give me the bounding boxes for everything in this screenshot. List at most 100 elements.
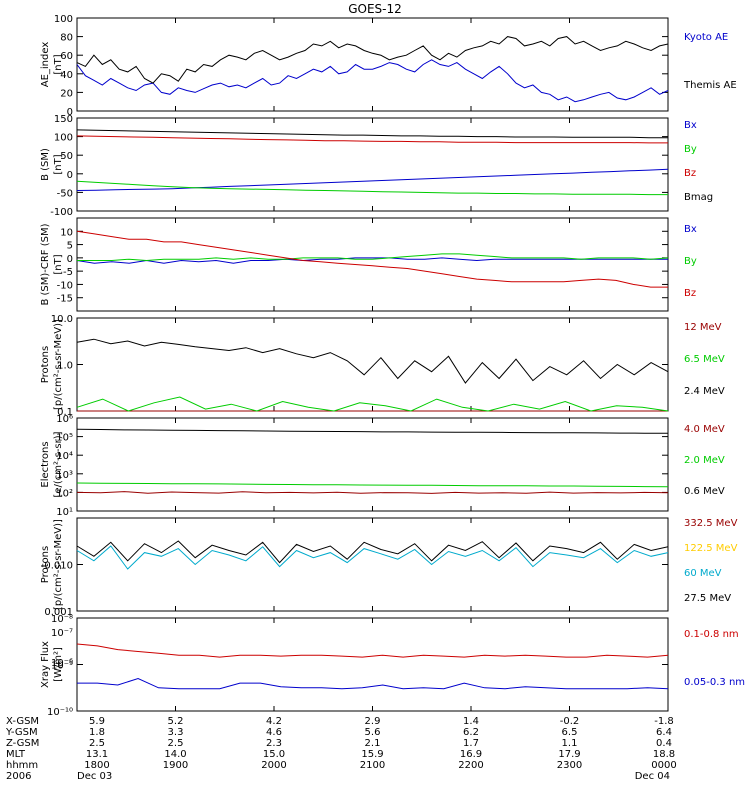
series-line-0-6-mev — [76, 428, 669, 434]
series-line-bmag — [76, 129, 668, 139]
bottom-value: 2.5 — [89, 738, 105, 749]
y-tick-label: 80 — [60, 33, 73, 44]
panel-frame — [76, 517, 669, 612]
bottom-value: 1.7 — [463, 738, 479, 749]
legend-bdiff-1: By — [684, 256, 697, 267]
bottom-value: Dec 04 — [635, 771, 670, 782]
y-tick-label: 40 — [60, 70, 73, 81]
series-line-6-5-mev — [76, 396, 669, 412]
legend-ae-0: Kyoto AE — [684, 32, 728, 43]
series-line-bz — [76, 135, 668, 144]
y-axis-label: AE_index — [40, 42, 51, 88]
bottom-value: 2.9 — [365, 716, 381, 727]
legend-protons_low-0: 12 MeV — [684, 322, 722, 333]
panel-bdiff: -15 -10 -5 0 5 10 B (SM)-CRF (SM) [nT] Bx By Bz — [40, 217, 697, 312]
series-line-by — [77, 253, 669, 262]
bottom-value: 2.5 — [168, 738, 184, 749]
legend-bsm-2: Bz — [684, 168, 696, 179]
series-line-themis-ae — [76, 36, 669, 84]
bottom-value: 2300 — [557, 760, 582, 771]
bottom-value: 1900 — [163, 760, 188, 771]
y-tick-label: 10⁻¹⁰ — [47, 707, 73, 718]
y-tick-label: 10⁻⁸ — [51, 614, 73, 625]
panel-bsm: -100 -50 0 50 100 150 B (SM) [nT] Bx By Bz Bmag — [40, 114, 713, 218]
bottom-value: -1.8 — [654, 716, 674, 727]
y-axis-unit: [nT] — [53, 54, 64, 74]
y-tick-label: 0 — [67, 254, 73, 265]
legend-xray-1: 0.05-0.3 nm — [684, 677, 745, 688]
panel-frame — [76, 217, 669, 312]
bottom-value: 0.4 — [656, 738, 672, 749]
legend-ae-1: Themis AE — [683, 80, 737, 91]
y-tick-label: -15 — [57, 294, 73, 305]
y-axis-unit: [W/m²] — [53, 647, 64, 682]
bottom-row-label: MLT — [6, 749, 26, 760]
bottom-value: 15.0 — [263, 749, 285, 760]
series-line-2-4-mev — [76, 338, 669, 384]
y-axis-unit: [nT] — [53, 254, 64, 274]
y-tick-label: -5 — [63, 267, 73, 278]
series-line-bx — [76, 168, 669, 191]
bottom-value: 14.0 — [164, 749, 186, 760]
y-axis-label: Protons — [40, 346, 51, 383]
y-tick-label: 10⁻⁹ — [51, 661, 73, 672]
y-tick-label: 0 — [67, 170, 73, 181]
panel-protons_low: 0.1 1.0 10.0 Protons [p/(cm²-s-sr-MeV)] 12 Me… — [40, 314, 725, 418]
bottom-value: 0000 — [651, 760, 676, 771]
y-tick-label: 10³ — [56, 470, 73, 481]
y-tick-label: 10⁴ — [56, 451, 73, 462]
series-line-by — [76, 180, 668, 196]
y-axis-label: B (SM) — [40, 148, 51, 181]
bottom-row-label: Z-GSM — [6, 738, 39, 749]
bottom-value: 13.1 — [86, 749, 108, 760]
legend-protons_high-2: 60 MeV — [684, 568, 722, 579]
y-tick-label: 10.0 — [51, 314, 73, 325]
panel-electrons: 10¹ 10² 10³ 10⁴ 10⁵ 10⁶ Electrons [e/(cm²-s-sr)… — [40, 414, 725, 518]
y-tick-label: 5 — [67, 241, 73, 252]
chart-title: GOES-12 — [348, 2, 402, 16]
legend-bsm-0: Bx — [684, 120, 697, 131]
bottom-value: 2000 — [261, 760, 286, 771]
bottom-value: 6.4 — [656, 727, 672, 738]
bottom-value: 6.2 — [463, 727, 479, 738]
series-line-4-0-mev — [76, 491, 669, 494]
y-axis-unit: [p/(cm²-s-sr-MeV)] — [53, 319, 64, 410]
series-line-0-05-0-3-nm — [77, 677, 669, 690]
bottom-value: 1.1 — [562, 738, 578, 749]
bottom-value: 2100 — [360, 760, 385, 771]
legend-bsm-3: Bmag — [684, 192, 713, 203]
legend-bsm-1: By — [684, 144, 697, 155]
bottom-row-label: hhmm — [6, 760, 38, 771]
y-tick-label: 10 — [60, 227, 73, 238]
y-axis-label: Protons — [40, 546, 51, 583]
bottom-value: 15.9 — [361, 749, 383, 760]
y-tick-label: 10⁵ — [56, 433, 73, 444]
legend-protons_high-0: 332.5 MeV — [684, 518, 738, 529]
legend-electrons-1: 2.0 MeV — [684, 455, 725, 466]
y-tick-label: 60 — [60, 51, 73, 62]
series-line-bz — [76, 230, 668, 288]
y-tick-label: 20 — [60, 88, 73, 99]
y-tick-label: -50 — [57, 188, 73, 199]
y-axis-unit: [p/(cm²-s-sr-MeV)] — [53, 519, 64, 610]
y-axis-label: Electrons — [40, 441, 51, 487]
legend-protons_low-1: 6.5 MeV — [684, 354, 725, 365]
legend-bdiff-2: Bz — [684, 288, 696, 299]
bottom-value: 17.9 — [558, 749, 580, 760]
bottom-value: 4.2 — [266, 716, 282, 727]
bottom-value: 16.9 — [460, 749, 482, 760]
bottom-value: 2200 — [458, 760, 483, 771]
y-tick-label: -100 — [50, 207, 73, 218]
bottom-value: 1800 — [84, 760, 109, 771]
legend-electrons-2: 0.6 MeV — [684, 486, 725, 497]
y-tick-label: 1.0 — [57, 361, 73, 372]
bottom-value: 6.5 — [562, 727, 578, 738]
legend-protons_low-2: 2.4 MeV — [684, 386, 725, 397]
y-axis-unit: [e/(cm²-s-sr)] — [53, 431, 64, 497]
bottom-value: 3.3 — [168, 727, 184, 738]
bottom-value: 1.4 — [463, 716, 479, 727]
y-tick-label: 0.001 — [44, 607, 73, 618]
